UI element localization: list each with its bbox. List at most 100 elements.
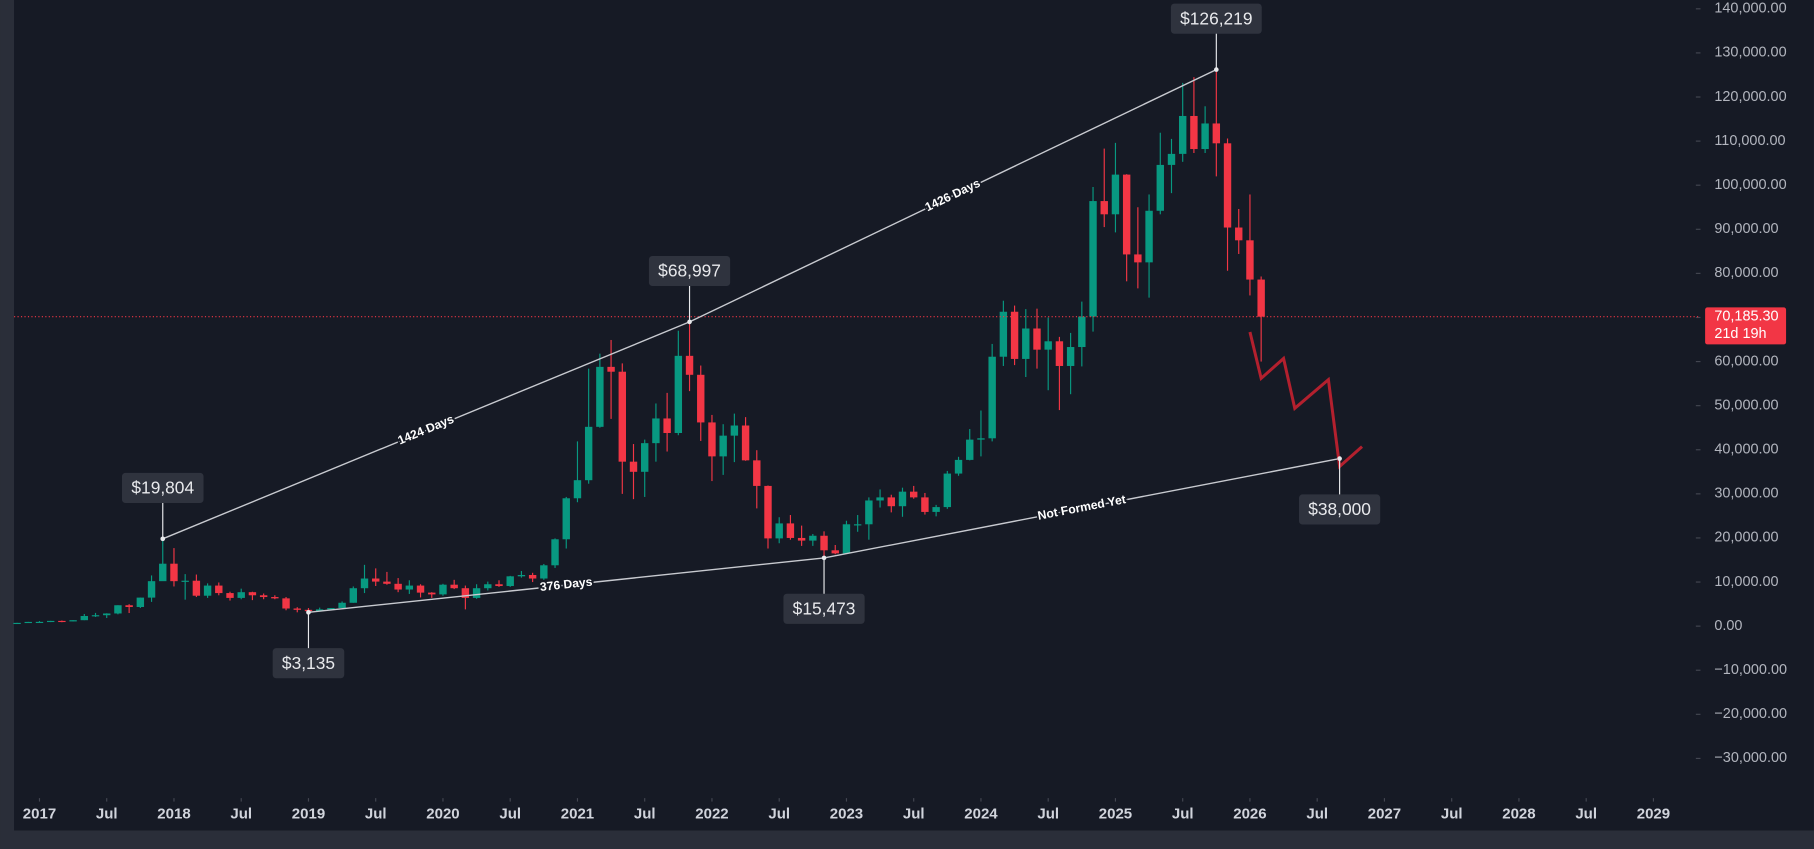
annotation-box	[272, 648, 345, 679]
candle-body	[674, 355, 683, 434]
candle-body	[1156, 164, 1164, 211]
candle-body	[13, 622, 21, 625]
x-tick-label: 2025	[1099, 805, 1132, 822]
annotation-box	[648, 255, 731, 287]
annotation-box	[121, 472, 204, 503]
candle-body	[741, 425, 750, 461]
trend-line	[308, 557, 825, 614]
candle-body	[192, 580, 201, 596]
candle-body	[685, 355, 694, 375]
candle-body	[977, 438, 985, 440]
annotation-box	[1299, 494, 1381, 525]
x-tick-label: 2027	[1368, 805, 1401, 822]
candle-body	[383, 581, 391, 584]
last-price-label: 70,185.30	[1714, 308, 1778, 324]
x-tick-label: 2026	[1233, 805, 1266, 822]
candle-body	[966, 439, 974, 460]
annotation-label: $68,997	[658, 261, 721, 281]
candle-body	[506, 576, 514, 587]
y-tick-label: 130,000.00	[1714, 45, 1786, 61]
x-tick-label: Jul	[499, 805, 521, 822]
candle-body	[1010, 311, 1019, 359]
x-tick-label: Jul	[903, 805, 925, 822]
candle-body	[69, 620, 77, 622]
annotation-label: $3,135	[282, 653, 335, 673]
annotation-point	[160, 536, 166, 542]
x-tick-label: 2018	[157, 805, 190, 822]
x-tick-label: 2028	[1502, 805, 1535, 822]
candle-body	[80, 615, 89, 621]
y-tick-label: −20,000.00	[1714, 706, 1787, 722]
candle-body	[1044, 341, 1052, 350]
annotation-box	[783, 593, 865, 624]
candle-body	[1134, 254, 1142, 263]
candle-body	[338, 602, 346, 609]
candle-body	[259, 595, 268, 598]
candle-body	[1100, 201, 1108, 215]
annotation-label: $126,219	[1180, 8, 1252, 28]
annotation-point	[306, 610, 311, 615]
x-tick-label: 2019	[292, 805, 325, 822]
candle-body	[24, 621, 32, 624]
candle-body	[1111, 174, 1120, 215]
candle-body	[629, 461, 638, 472]
candle-body	[865, 500, 873, 525]
candle-body	[114, 605, 122, 614]
candle-body	[652, 418, 660, 444]
candle-body	[495, 584, 503, 587]
candle-body	[809, 535, 817, 541]
candle-body	[1022, 328, 1030, 359]
candle-body	[1055, 341, 1064, 366]
candle-body	[136, 597, 145, 608]
candle-body	[719, 435, 727, 457]
x-tick-label: 2022	[695, 805, 728, 822]
x-tick-label: 2029	[1637, 805, 1670, 822]
x-tick-label: Jul	[1172, 805, 1194, 822]
candle-body	[551, 539, 559, 566]
y-tick-label: −30,000.00	[1714, 750, 1787, 766]
y-tick-label: 100,000.00	[1714, 177, 1786, 193]
candle-body	[372, 578, 380, 582]
trend-line	[823, 457, 1340, 559]
x-tick-label: Jul	[1306, 805, 1328, 822]
countdown-label: 21d 19h	[1714, 326, 1766, 342]
candle-body	[898, 491, 907, 507]
candle-body	[416, 585, 425, 593]
last-price-box	[1705, 307, 1787, 345]
x-tick-label: 2021	[561, 805, 594, 822]
candle-body	[461, 588, 470, 598]
x-tick-label: 2024	[964, 805, 998, 822]
candle-body	[1223, 143, 1232, 228]
candle-body	[271, 597, 279, 599]
candle-body	[753, 460, 761, 486]
candle-body	[450, 584, 458, 589]
candle-body	[35, 621, 44, 624]
candle-body	[663, 418, 671, 434]
x-tick-label: 2023	[830, 805, 863, 822]
candle-body	[775, 523, 783, 539]
candle-body	[607, 366, 615, 372]
candle-body	[831, 550, 839, 554]
x-tick-label: Jul	[230, 805, 252, 822]
x-tick-label: Jul	[1441, 805, 1463, 822]
candle-body	[46, 620, 55, 623]
candle-body	[293, 608, 301, 610]
candle-body	[943, 473, 952, 508]
x-tick-label: Jul	[1037, 805, 1059, 822]
candle-body	[58, 620, 66, 623]
annotation-point	[1214, 67, 1219, 72]
candle-body	[360, 578, 369, 589]
candle-body	[1033, 328, 1041, 350]
candle-body	[1078, 316, 1086, 348]
candle-body	[484, 584, 492, 589]
candle-body	[327, 608, 335, 610]
annotation-label: $38,000	[1308, 499, 1371, 519]
candle-body	[999, 311, 1008, 357]
candle-body	[237, 592, 245, 598]
candle-body	[170, 563, 178, 582]
candle-body	[405, 585, 414, 590]
candle-body	[1145, 210, 1153, 263]
candle-body	[1257, 279, 1265, 317]
trend-line	[689, 68, 1217, 323]
